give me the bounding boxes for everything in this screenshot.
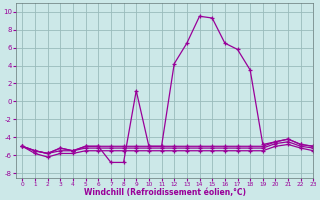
X-axis label: Windchill (Refroidissement éolien,°C): Windchill (Refroidissement éolien,°C): [84, 188, 246, 197]
